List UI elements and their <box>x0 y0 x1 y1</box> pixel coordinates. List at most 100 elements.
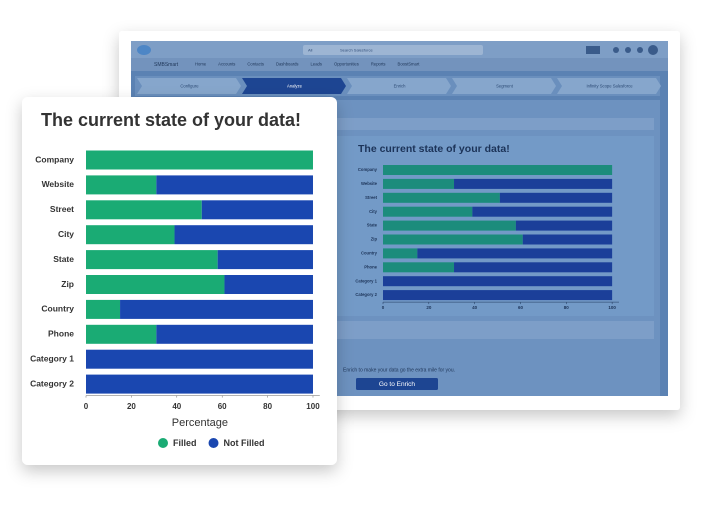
bar-segment <box>86 374 313 394</box>
category-label: Zip <box>61 279 74 289</box>
bar-segment <box>499 192 613 203</box>
bar-segment <box>86 150 313 170</box>
icon <box>586 46 600 54</box>
bar-segment <box>86 175 157 195</box>
category-label: City <box>369 209 378 214</box>
step <box>452 78 556 94</box>
chart: The current state of your data! Company We… <box>30 110 320 448</box>
search-box <box>303 45 483 55</box>
nav-item: Home <box>195 62 207 67</box>
bar-segment <box>217 250 313 270</box>
category-label: Street <box>50 204 74 214</box>
search-scope: All <box>308 48 313 53</box>
button-label: Go to Enrich <box>379 381 416 388</box>
x-tick-label: 40 <box>472 305 478 310</box>
x-tick-label: 20 <box>426 305 432 310</box>
category-label: Category 2 <box>355 292 377 297</box>
category-label: Country <box>361 251 378 256</box>
bar-segment <box>86 324 157 344</box>
bar-segment <box>515 220 613 231</box>
bar-segment <box>383 192 500 203</box>
bar-segment <box>383 290 613 301</box>
x-tick-label: 20 <box>127 402 136 411</box>
nav-item: Contacts <box>247 62 264 67</box>
bar-segment <box>522 234 613 245</box>
bar-segment <box>224 275 313 294</box>
step <box>557 78 661 94</box>
category-label: Category 2 <box>30 378 74 388</box>
bar-segment <box>383 178 455 189</box>
nav-item: BoostSmart <box>398 62 421 67</box>
bar-segment <box>383 220 516 231</box>
category-label: Zip <box>371 237 378 242</box>
bar-segment <box>86 299 121 319</box>
step <box>242 78 346 94</box>
bar-segment <box>472 206 613 217</box>
bar-segment <box>156 175 313 195</box>
step-label: Infinity Scope Salesforce <box>586 84 633 89</box>
logo <box>137 45 151 55</box>
footer-text: Enrich to make your data go the extra mi… <box>343 367 455 373</box>
bar-segment <box>174 225 313 245</box>
legend-swatch <box>158 438 168 448</box>
x-tick-label: 0 <box>382 305 385 310</box>
bar-segment <box>86 349 313 369</box>
step-label: Configure <box>180 84 199 89</box>
step <box>137 78 241 94</box>
step-label: Enrich <box>394 84 407 89</box>
button[interactable] <box>356 378 438 390</box>
step-label: Analyze <box>287 84 303 89</box>
category-label: Website <box>42 179 75 189</box>
category-label: Company <box>35 154 74 164</box>
category-label: Company <box>358 167 378 172</box>
step-label: Segment <box>496 84 514 89</box>
nav-item: Accounts <box>218 62 235 67</box>
bar-segment <box>454 178 613 189</box>
x-tick-label: 80 <box>564 305 570 310</box>
x-tick-label: 0 <box>84 402 89 411</box>
category-label: City <box>58 229 74 239</box>
legend-label: Filled <box>173 438 197 448</box>
nav-item: Opportunities <box>334 62 359 67</box>
legend-label: Not Filled <box>224 438 265 448</box>
category-label: State <box>53 254 74 264</box>
icon <box>613 47 619 53</box>
bar-segment <box>383 276 613 287</box>
nav: Home Accounts Contacts Dashboards Leads Oppor… <box>195 62 420 67</box>
x-tick-label: 60 <box>518 305 524 310</box>
bar-segment <box>86 225 175 245</box>
x-tick-label: 80 <box>263 402 272 411</box>
nav-item: Leads <box>311 62 322 67</box>
category-label: State <box>367 223 378 228</box>
step <box>347 78 451 94</box>
search-placeholder: Search Salesforce <box>340 48 373 53</box>
bar-segment <box>86 250 218 270</box>
bar-segment <box>383 234 523 245</box>
bar-segment <box>383 206 473 217</box>
bar-segment <box>383 165 613 175</box>
icon <box>625 47 631 53</box>
bar-segment <box>156 324 313 344</box>
app-name: SMBSmart <box>154 62 179 68</box>
category-label: Phone <box>48 329 74 339</box>
chart-title: The current state of your data! <box>41 110 301 130</box>
x-tick-label: 100 <box>608 305 616 310</box>
bar-segment <box>86 275 225 294</box>
bar-segment <box>201 200 313 220</box>
chart-title: The current state of your data! <box>358 143 510 155</box>
nav-item: Reports <box>371 62 386 67</box>
x-tick-label: 100 <box>306 402 320 411</box>
bar-segment <box>454 262 613 273</box>
x-tick-label: 40 <box>172 402 181 411</box>
legend-swatch <box>208 438 219 448</box>
x-axis-label: Percentage <box>172 417 228 429</box>
category-label: Category 1 <box>355 278 377 283</box>
steps: Configure Analyze Enrich Segment Infinity Sc… <box>137 78 661 94</box>
bar-segment <box>383 248 418 259</box>
bar-segment <box>120 299 313 319</box>
category-label: Category 1 <box>30 353 74 363</box>
category-label: Country <box>41 304 74 314</box>
nav-bar <box>131 58 668 71</box>
x-tick-label: 60 <box>218 402 227 411</box>
category-label: Street <box>365 195 377 200</box>
